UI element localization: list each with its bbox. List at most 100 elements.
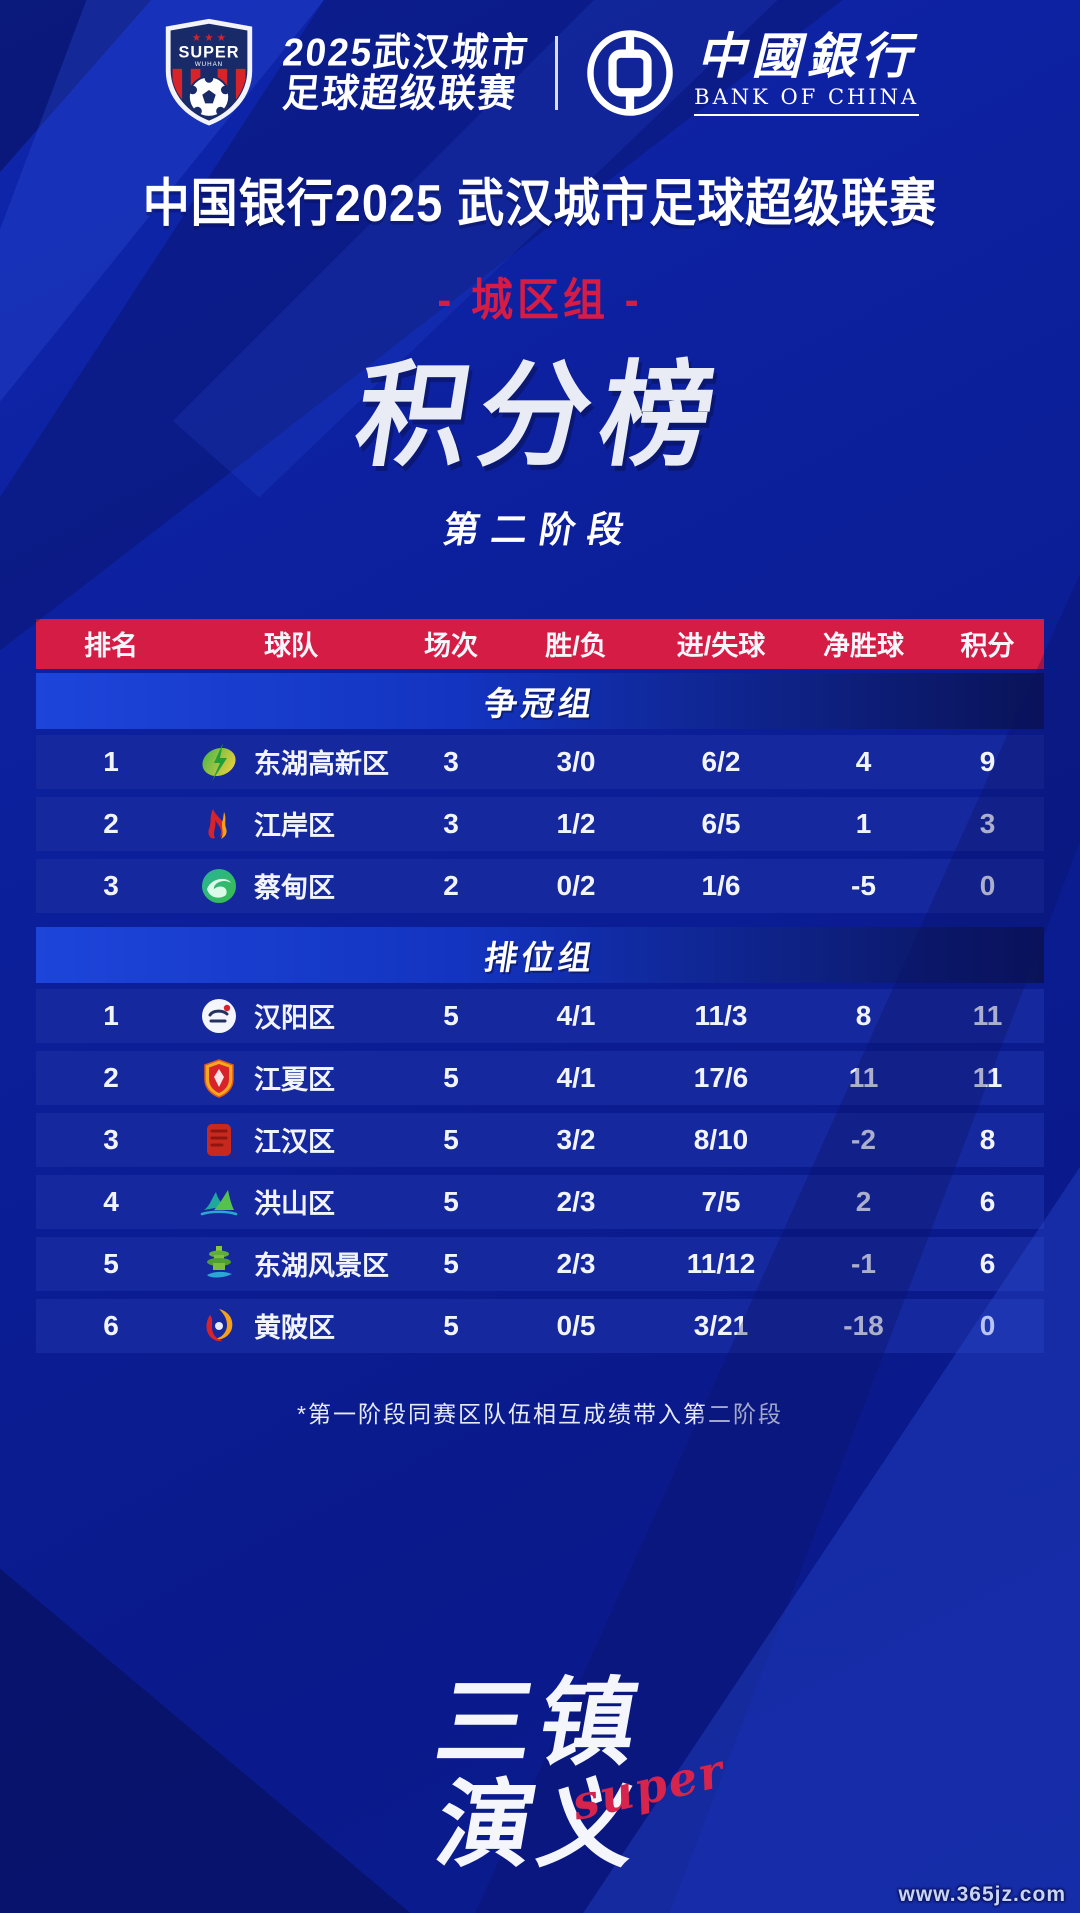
team-name: 江夏区	[254, 1065, 335, 1096]
bank-of-china-cn: 中國銀行	[696, 26, 917, 85]
winloss-cell: 3/2	[556, 1123, 596, 1155]
col-header-goaldiff: 净胜球	[823, 631, 904, 662]
group-bar-label: 争冠组	[481, 684, 599, 722]
rank-cell: 2	[103, 1061, 119, 1093]
points-cell: 8	[979, 1123, 996, 1155]
team-logo-hongshan	[198, 1181, 240, 1223]
played-cell: 5	[443, 1061, 459, 1093]
table-row: 3 蔡甸区 2 0/2 1/6 -5 0	[36, 858, 1044, 913]
league-name: 2025武汉城市 足球超级联赛	[280, 30, 532, 116]
rank-cell: 1	[103, 999, 119, 1031]
points-cell: 0	[979, 1309, 996, 1341]
winloss-cell: 4/1	[556, 1061, 596, 1093]
winloss-cell: 0/2	[556, 869, 596, 901]
col-header-team: 球队	[264, 631, 318, 662]
winloss-cell: 1/2	[556, 807, 596, 839]
points-cell: 0	[979, 869, 996, 901]
table-row: 5 东湖风景区 5 2/3 11/12 -1 6	[36, 1236, 1044, 1291]
group-bar-championship: 争冠组	[36, 672, 1044, 729]
goals-cell: 6/2	[701, 745, 741, 777]
super-wuhan-badge-icon: ★ ★ ★ SUPER WUHAN	[161, 17, 257, 129]
team-name: 汉阳区	[254, 1003, 335, 1034]
page-title: 中国银行2025 武汉城市足球超级联赛	[142, 173, 938, 233]
division-tag: - 城区组 -	[437, 274, 643, 325]
table-row: 4 洪山区 5 2/3 7/5 2 6	[36, 1174, 1044, 1229]
group-bar-ranking: 排位组	[36, 926, 1044, 983]
played-cell: 5	[443, 1309, 459, 1341]
goals-cell: 7/5	[701, 1185, 741, 1217]
played-cell: 3	[443, 807, 459, 839]
table-row: 2 江夏区 5 4/1 17/6 11 11	[36, 1050, 1044, 1105]
rank-cell: 6	[103, 1309, 119, 1341]
team-logo-huangpi	[198, 1305, 240, 1347]
table-row: 6 黄陂区 5 0/5 3/21 -18 0	[36, 1298, 1044, 1353]
col-header-rank: 排名	[84, 631, 138, 662]
played-cell: 5	[443, 999, 459, 1031]
league-name-line2: 足球超级联赛	[280, 71, 520, 116]
team-logo-caidian	[198, 865, 240, 907]
goaldiff-cell: 8	[855, 999, 872, 1031]
team-logo-jiangan	[198, 803, 240, 845]
rank-cell: 5	[103, 1247, 119, 1279]
goals-cell: 11/12	[686, 1247, 756, 1279]
table-row: 3 江汉区 5 3/2 8/10 -2 8	[36, 1112, 1044, 1167]
col-header-points: 积分	[960, 631, 1015, 662]
table-header-row: 排名 球队 场次 胜/负 进/失球 净胜球 积分	[36, 618, 1044, 669]
points-cell: 3	[979, 807, 996, 839]
points-cell: 11	[972, 1061, 1003, 1093]
goals-cell: 1/6	[701, 869, 741, 901]
goaldiff-cell: -18	[843, 1309, 884, 1341]
table-row: 1 汉阳区 5 4/1 11/3 8 11	[36, 988, 1044, 1043]
table-row: 2 江岸区 3 1/2 6/5 1 3	[36, 796, 1044, 851]
goaldiff-cell: -1	[851, 1247, 876, 1279]
played-cell: 5	[443, 1123, 459, 1155]
col-header-played: 场次	[424, 631, 478, 662]
svg-text:WUHAN: WUHAN	[195, 61, 223, 68]
rank-cell: 1	[103, 745, 119, 777]
winloss-cell: 4/1	[556, 999, 596, 1031]
team-name: 黄陂区	[254, 1313, 335, 1344]
team-name: 蔡甸区	[254, 873, 335, 904]
goaldiff-cell: 2	[855, 1185, 872, 1217]
played-cell: 3	[443, 745, 459, 777]
goaldiff-cell: 4	[855, 745, 872, 777]
svg-text:SUPER: SUPER	[178, 43, 239, 61]
winloss-cell: 3/0	[556, 745, 596, 777]
standings-table: 排名 球队 场次 胜/负 进/失球 净胜球 积分 争冠组 1 东湖高新区	[36, 618, 1044, 1353]
team-logo-jiangxia	[198, 1057, 240, 1099]
team-name: 洪山区	[254, 1189, 335, 1220]
standings-heading: 积分榜	[346, 351, 734, 480]
rank-cell: 3	[103, 1123, 119, 1155]
played-cell: 5	[443, 1185, 459, 1217]
stage-subtitle: 第二阶段	[440, 508, 639, 550]
winloss-cell: 2/3	[556, 1247, 596, 1279]
col-header-winloss: 胜/负	[545, 631, 607, 662]
goals-cell: 8/10	[693, 1123, 749, 1155]
rank-cell: 3	[103, 869, 119, 901]
played-cell: 5	[443, 1247, 459, 1279]
team-logo-hanyang	[198, 995, 240, 1037]
team-name: 东湖风景区	[254, 1251, 389, 1282]
goals-cell: 6/5	[701, 807, 741, 839]
brand-header: ★ ★ ★ SUPER WUHAN 2025武汉城市 足球超级联赛	[0, 0, 1080, 132]
points-cell: 9	[979, 745, 996, 777]
goals-cell: 3/21	[693, 1309, 749, 1341]
table-row: 1 东湖高新区 3 3/0 6/2 4 9	[36, 734, 1044, 789]
team-name: 东湖高新区	[254, 749, 389, 780]
winloss-cell: 0/5	[556, 1309, 596, 1341]
goals-cell: 11/3	[694, 999, 748, 1031]
footnote: *第一阶段同赛区队伍相互成绩带入第二阶段	[297, 1400, 783, 1427]
header-divider	[555, 36, 559, 110]
team-name: 江岸区	[254, 811, 335, 842]
league-name-line1: 2025武汉城市	[280, 30, 532, 74]
points-cell: 6	[979, 1247, 996, 1279]
team-name: 江汉区	[254, 1127, 335, 1158]
bank-of-china-en: BANK OF CHINA	[694, 85, 920, 117]
team-logo-jianghan	[198, 1119, 240, 1161]
rank-cell: 4	[103, 1185, 119, 1217]
col-header-goals: 进/失球	[676, 631, 766, 662]
goaldiff-cell: 1	[855, 807, 872, 839]
goaldiff-cell: -2	[851, 1123, 876, 1155]
svg-text:★ ★ ★: ★ ★ ★	[192, 32, 227, 44]
